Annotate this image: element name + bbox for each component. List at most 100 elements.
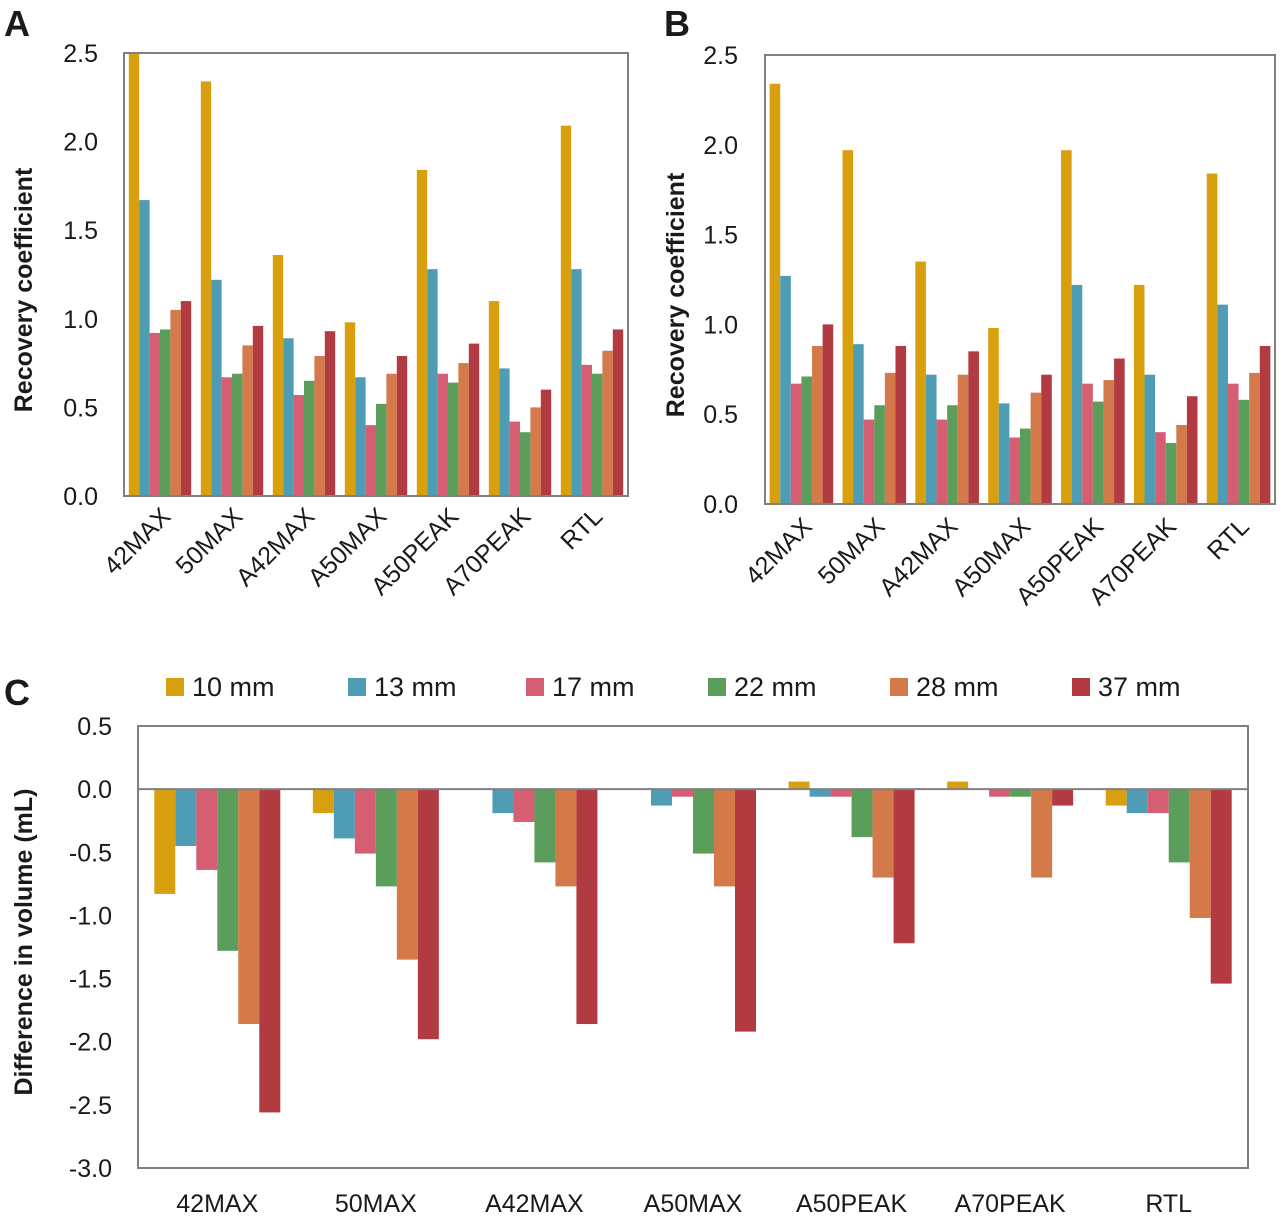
panel-c-bar-28mm-50max bbox=[396, 789, 418, 960]
panel-a-bar-28mm-a50max bbox=[386, 373, 397, 496]
panel-a-bar-28mm-rtl bbox=[602, 350, 613, 496]
panel-b-bar-17mm-50max bbox=[863, 419, 875, 504]
panel-a-bar-13mm-rtl bbox=[571, 269, 582, 496]
panel-c-x-tick-label: 42MAX bbox=[176, 1190, 258, 1216]
panel-c-y-tick-label: -2.0 bbox=[69, 1029, 112, 1057]
panel-b-bar-10mm-a70peak bbox=[1133, 284, 1145, 504]
panel-b-bar-22mm-50max bbox=[874, 405, 885, 504]
legend-label-28mm: 28 mm bbox=[916, 672, 999, 702]
panel-a-y-tick-label: 2.0 bbox=[63, 129, 98, 157]
panel-b-label: B bbox=[664, 3, 690, 44]
panel-b-bar-28mm-rtl bbox=[1249, 372, 1260, 504]
panel-a-bar-37mm-a50peak bbox=[468, 343, 480, 496]
panel-a-bar-22mm-42max bbox=[160, 329, 171, 496]
panel-c-bar-13mm-rtl bbox=[1126, 789, 1148, 814]
panel-a-plot-frame bbox=[123, 52, 629, 497]
panel-b-bar-37mm-a42max bbox=[968, 351, 979, 504]
panel-c-plot-frame bbox=[137, 725, 1249, 1169]
panel-c-bar-17mm-a42max bbox=[513, 789, 535, 822]
panel-c-y-tick-label: -1.5 bbox=[69, 966, 112, 994]
legend-swatch-22mm bbox=[708, 678, 726, 696]
panel-c-x-tick-label: A70PEAK bbox=[955, 1190, 1067, 1216]
panel-c-bar-22mm-42max bbox=[217, 789, 239, 951]
panel-b-bar-13mm-a50max bbox=[998, 403, 1010, 504]
legend-label-37mm: 37 mm bbox=[1098, 672, 1181, 702]
panel-a-bar-22mm-50max bbox=[232, 373, 243, 496]
panel-c-bar-13mm-a50max bbox=[651, 789, 672, 806]
panel-a-bar-13mm-42max bbox=[139, 200, 150, 496]
panel-b-bar-28mm-a50max bbox=[1030, 392, 1042, 504]
panel-a-bar-17mm-50max bbox=[221, 377, 232, 496]
panel-b: B Recovery coefficient 0.0 0.5 1.0 1.5 2.0 2.… bbox=[662, 3, 1276, 611]
panel-a-bar-17mm-rtl bbox=[581, 364, 592, 496]
panel-a-bar-37mm-a42max bbox=[324, 331, 336, 496]
panel-a-bar-10mm-42max bbox=[128, 53, 140, 496]
panel-b-bar-37mm-a50max bbox=[1041, 374, 1052, 504]
panel-a-bar-17mm-a42max bbox=[293, 395, 304, 496]
panel-b-bar-37mm-a70peak bbox=[1186, 396, 1198, 504]
panel-a-bars bbox=[128, 53, 624, 497]
panel-b-bar-10mm-50max bbox=[842, 150, 854, 504]
panel-a-y-axis-title: Recovery coefficient bbox=[10, 167, 38, 412]
panel-b-bar-17mm-a50peak bbox=[1082, 383, 1093, 504]
panel-b-y-tick-label: 2.5 bbox=[703, 42, 738, 70]
panel-b-bar-37mm-a50peak bbox=[1114, 358, 1125, 504]
legend-label-13mm: 13 mm bbox=[374, 672, 457, 702]
panel-a-bar-10mm-a50peak bbox=[416, 169, 428, 496]
legend-swatch-10mm bbox=[166, 678, 184, 696]
panel-c-bar-13mm-a42max bbox=[492, 789, 514, 814]
panel-c-bar-10mm-a70peak bbox=[947, 781, 969, 790]
panel-b-bar-13mm-rtl bbox=[1217, 304, 1228, 504]
panel-c-bar-17mm-a50max bbox=[672, 789, 693, 797]
panel-c-bar-22mm-a42max bbox=[534, 789, 556, 863]
panel-a-bar-17mm-a70peak bbox=[509, 421, 520, 496]
panel-a-bar-28mm-42max bbox=[170, 309, 181, 496]
panel-c-x-tick-label: RTL bbox=[1145, 1190, 1192, 1216]
panel-a-bar-17mm-a50peak bbox=[437, 373, 448, 496]
panel-b-bar-17mm-a70peak bbox=[1155, 432, 1166, 504]
panel-b-bar-22mm-a50max bbox=[1020, 428, 1031, 504]
panel-b-bar-10mm-rtl bbox=[1206, 173, 1218, 505]
panel-a-bar-10mm-rtl bbox=[560, 125, 572, 497]
panel-b-y-axis-title: Recovery coefficient bbox=[662, 172, 690, 417]
panel-b-y-tick-label: 1.0 bbox=[703, 311, 738, 339]
panel-c-y-tick-label: -3.0 bbox=[69, 1155, 112, 1183]
panel-c-bar-28mm-a50peak bbox=[872, 789, 894, 878]
panel-c-x-tick-label: A50PEAK bbox=[796, 1190, 908, 1216]
panel-c-label: C bbox=[4, 672, 30, 713]
legend-swatch-37mm bbox=[1072, 678, 1090, 696]
panel-a-bar-22mm-a42max bbox=[304, 380, 315, 496]
panel-b-x-tick-label: RTL bbox=[1202, 512, 1255, 565]
panel-a-x-tick-label: RTL bbox=[555, 502, 608, 555]
panel-c-x-tick-label: 50MAX bbox=[335, 1190, 417, 1216]
panel-b-bar-10mm-42max bbox=[769, 83, 781, 505]
panel-a-bar-22mm-a70peak bbox=[520, 432, 531, 496]
panel-a-y-tick-label: 0.0 bbox=[63, 483, 98, 511]
panel-b-bar-10mm-a50peak bbox=[1061, 150, 1072, 504]
panel-b-bar-28mm-42max bbox=[812, 345, 823, 504]
panel-b-bar-22mm-a50peak bbox=[1092, 401, 1104, 504]
panel-a-bar-10mm-a50max bbox=[344, 322, 356, 496]
panel-c-bar-28mm-rtl bbox=[1189, 789, 1211, 918]
panel-c-bar-22mm-a50peak bbox=[851, 789, 873, 838]
panel-c-bar-10mm-42max bbox=[154, 789, 176, 894]
panel-a-bar-37mm-42max bbox=[180, 301, 192, 496]
panel-a-bar-22mm-a50peak bbox=[448, 382, 459, 496]
panel-b-bar-28mm-a50peak bbox=[1103, 380, 1115, 504]
panel-a-bar-17mm-a50max bbox=[365, 425, 376, 496]
panel-b-y-tick-label: 0.5 bbox=[703, 401, 738, 429]
panel-b-x-tick-label: A42MAX bbox=[874, 512, 964, 602]
panel-c-bar-28mm-a70peak bbox=[1031, 789, 1053, 878]
panel-a-x-tick-label: 42MAX bbox=[98, 502, 176, 580]
panel-b-x-tick-label: 42MAX bbox=[740, 512, 818, 590]
panel-c-bar-17mm-42max bbox=[196, 789, 218, 870]
panel-c-y-axis-title: Difference in volume (mL) bbox=[10, 789, 38, 1096]
panel-c-y-tick-label: -1.0 bbox=[69, 902, 112, 930]
panel-a-bar-22mm-a50max bbox=[376, 403, 387, 496]
panel-c-bar-17mm-a50peak bbox=[830, 789, 852, 797]
panel-a-y-ticks: 0.0 0.5 1.0 1.5 2.0 2.5 bbox=[63, 40, 98, 511]
panel-b-bar-13mm-a42max bbox=[925, 374, 937, 504]
panel-b-bar-37mm-rtl bbox=[1259, 345, 1271, 504]
panel-a-bar-37mm-a70peak bbox=[540, 389, 552, 496]
